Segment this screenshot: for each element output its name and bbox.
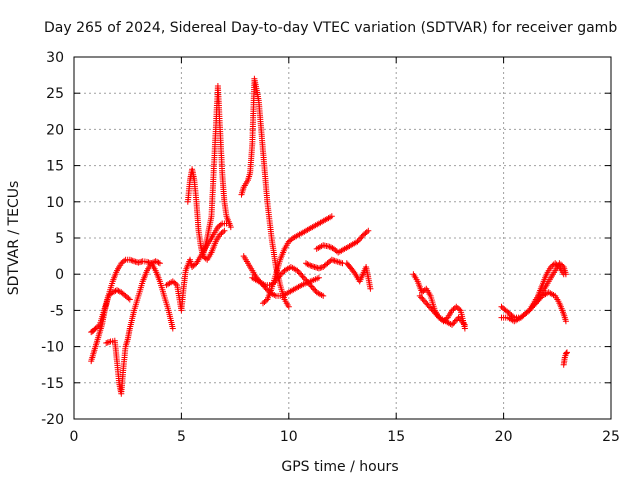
data-points [88, 75, 570, 397]
data-point [428, 306, 435, 312]
data-point [354, 238, 361, 245]
data-point [320, 292, 327, 299]
x-tick-label: 0 [70, 429, 79, 445]
data-point [294, 267, 301, 274]
data-point [418, 294, 425, 301]
data-point [420, 297, 427, 304]
series-arc-2 [88, 287, 133, 336]
data-point [351, 269, 358, 276]
data-point [367, 285, 374, 292]
data-point [299, 273, 306, 280]
data-point [227, 224, 234, 231]
data-point [326, 243, 333, 250]
data-point [365, 227, 372, 234]
data-point [169, 325, 176, 332]
data-point [109, 289, 116, 296]
data-point [432, 310, 439, 317]
grid [74, 57, 611, 419]
series-arc-10 [260, 213, 335, 307]
y-tick-label: 30 [46, 50, 64, 66]
series-arc-7 [238, 75, 292, 310]
series-arc-9 [249, 264, 327, 299]
data-point [429, 307, 436, 314]
data-point [156, 260, 163, 267]
series-arc-3 [103, 258, 163, 397]
data-point [563, 350, 570, 357]
data-point [285, 303, 292, 310]
y-tick-label: -5 [50, 303, 64, 319]
y-tick-label: 20 [46, 122, 64, 138]
chart-title: Day 265 of 2024, Sidereal Day-to-day VTE… [44, 20, 617, 36]
series-arc-19 [560, 349, 570, 368]
series-arc-11 [303, 256, 346, 272]
data-point [456, 316, 463, 323]
y-tick-label: -20 [41, 412, 64, 428]
data-point [452, 317, 459, 324]
data-point [526, 307, 533, 314]
data-point [221, 227, 228, 234]
y-tick-label: -15 [41, 376, 64, 392]
y-tick-label: 15 [46, 159, 64, 175]
data-point [115, 287, 122, 294]
data-point [125, 295, 132, 302]
y-tick-label: 10 [46, 195, 64, 211]
x-tick-label: 20 [495, 429, 513, 445]
data-point [562, 271, 569, 278]
data-point [315, 274, 322, 281]
series-arc-13 [343, 260, 374, 292]
data-point [564, 349, 570, 356]
x-tick-label: 15 [387, 429, 405, 445]
series-arc-5 [184, 166, 228, 263]
y-axis-label: SDTVAR / TECUs [6, 181, 22, 296]
data-point [425, 303, 432, 310]
y-tick-label: 5 [55, 231, 64, 247]
x-axis-label: GPS time / hours [281, 459, 398, 475]
y-tick-label: 0 [55, 267, 64, 283]
data-point [461, 321, 468, 328]
data-point [450, 320, 457, 327]
series-arc-17 [498, 289, 569, 325]
data-point [359, 232, 366, 239]
series-arc-12 [313, 227, 372, 256]
data-point [126, 296, 133, 303]
data-point [456, 306, 463, 313]
data-point [307, 282, 314, 289]
data-point [304, 279, 311, 286]
data-point [172, 280, 179, 287]
data-point [155, 259, 162, 266]
data-point [531, 301, 538, 308]
series-arc-15 [416, 292, 468, 328]
data-point [328, 213, 335, 220]
series-arc-6 [199, 83, 234, 260]
series-arc-18 [532, 260, 569, 307]
x-tick-label: 25 [602, 429, 620, 445]
x-tick-label: 10 [280, 429, 298, 445]
x-tick-label: 5 [177, 429, 186, 445]
axis-ticks: 0 5 10 15 20 25 -20 -15 -10 -5 0 5 10 15 20 25 30 [41, 50, 620, 445]
data-point [562, 318, 569, 325]
data-point [302, 276, 309, 283]
data-point [149, 259, 156, 266]
data-point [304, 261, 311, 268]
data-point [277, 271, 284, 278]
data-point [217, 221, 224, 228]
y-tick-label: 25 [46, 86, 64, 102]
data-point [154, 258, 161, 265]
data-point [357, 235, 364, 242]
y-tick-label: -10 [41, 340, 64, 356]
